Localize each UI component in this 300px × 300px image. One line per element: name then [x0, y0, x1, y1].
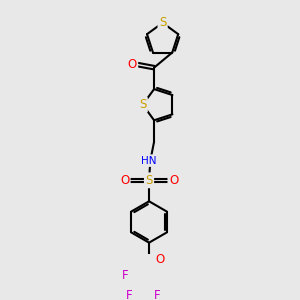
Text: O: O — [128, 58, 137, 70]
Text: HN: HN — [141, 156, 157, 166]
Text: O: O — [155, 253, 164, 266]
Text: F: F — [154, 289, 161, 300]
Text: F: F — [122, 269, 128, 283]
Text: O: O — [120, 174, 129, 187]
Text: O: O — [169, 174, 178, 187]
Text: F: F — [126, 289, 133, 300]
Text: S: S — [139, 98, 146, 111]
Text: S: S — [146, 174, 153, 187]
Text: S: S — [159, 16, 166, 29]
